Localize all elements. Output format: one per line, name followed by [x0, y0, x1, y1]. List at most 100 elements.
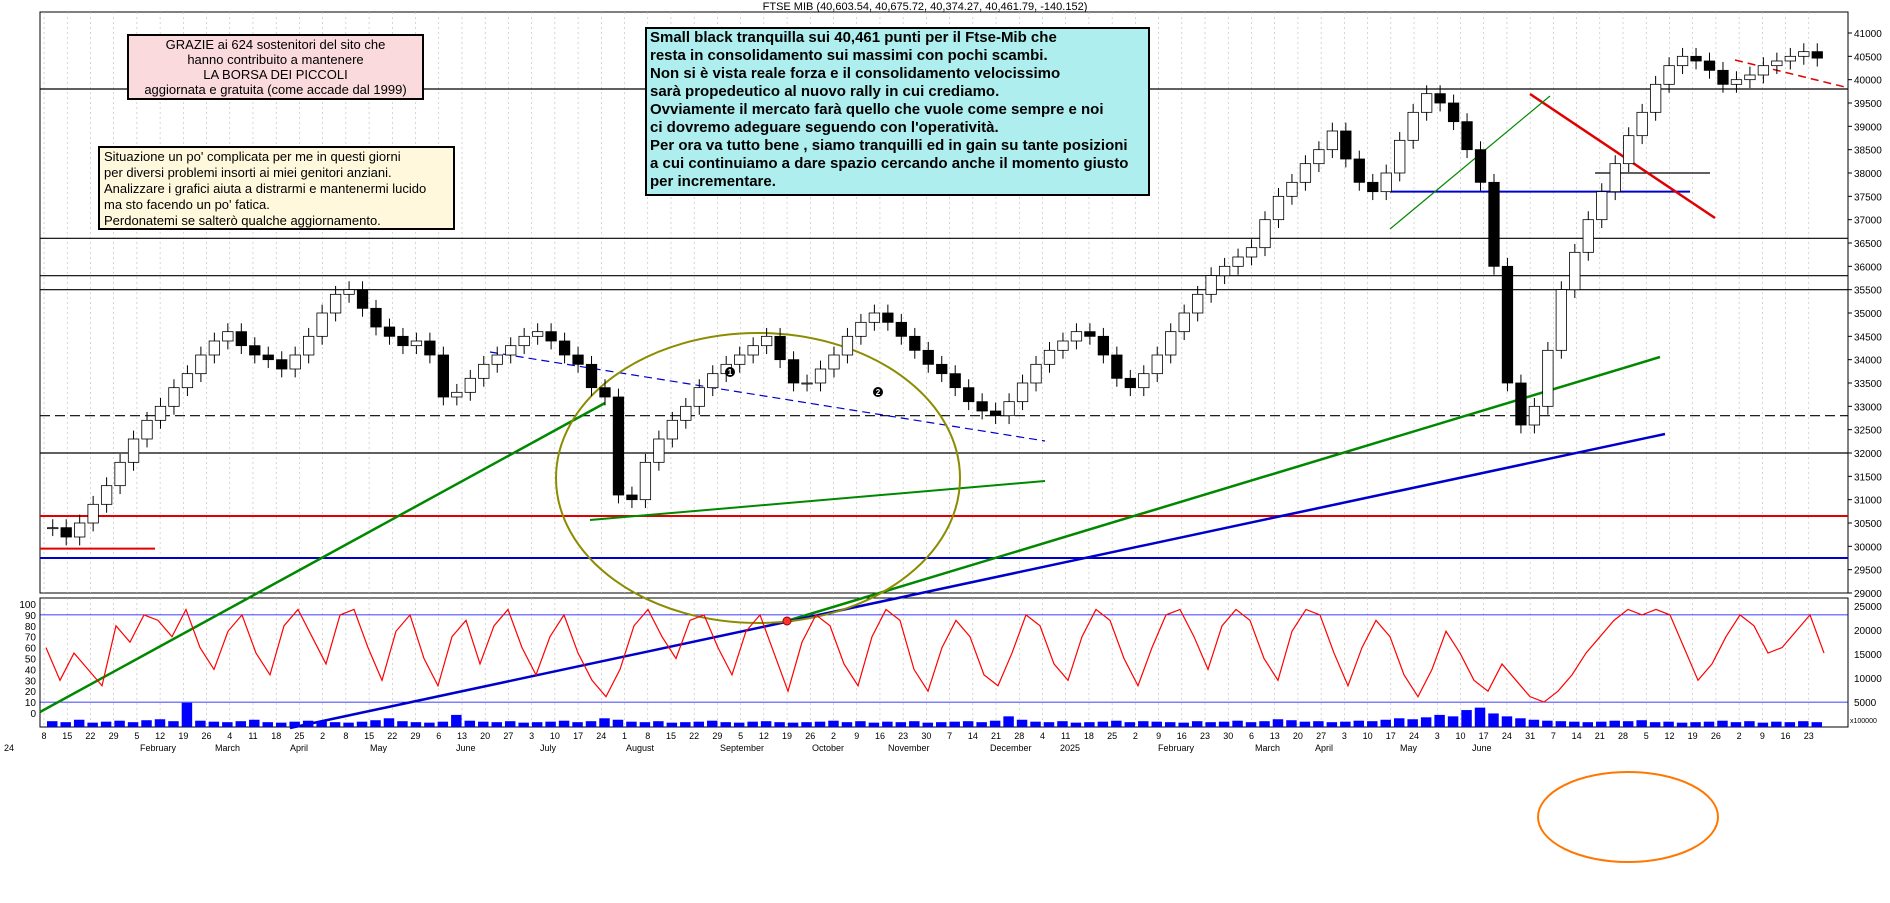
volume-ellipse	[1537, 771, 1719, 863]
day-label: 23	[1200, 731, 1210, 741]
month-label: March	[1255, 743, 1280, 753]
volume-tick-label: 5000	[1854, 698, 1877, 709]
volume-bar	[599, 718, 610, 727]
day-label: 20	[1293, 731, 1303, 741]
candle-body	[1717, 69, 1729, 85]
volume-bar	[1326, 722, 1338, 727]
volume-bar	[1596, 721, 1607, 727]
candle-body	[1757, 65, 1770, 76]
pattern-marker	[725, 367, 735, 377]
red-dashed-top	[1734, 59, 1846, 88]
chart-title: FTSE MIB (40,603.54, 40,675.72, 40,374.2…	[762, 1, 1088, 13]
day-label: 5	[1644, 731, 1649, 741]
volume-bar	[383, 718, 395, 727]
candle-body	[774, 335, 786, 361]
oscillator-tick-label: 70	[25, 633, 37, 644]
green-base-line	[589, 480, 1046, 521]
candle-body	[1811, 51, 1823, 59]
volume-bar	[814, 721, 826, 727]
oscillator-tick-label: 100	[19, 600, 36, 611]
day-label: 30	[1223, 731, 1233, 741]
candle-body	[464, 377, 476, 393]
volume-bar	[1151, 721, 1162, 727]
volume-bar	[397, 721, 408, 727]
volume-bar	[1622, 721, 1634, 727]
volume-bar	[828, 720, 839, 727]
volume-bar	[1353, 720, 1365, 727]
day-label: 28	[1014, 731, 1024, 741]
day-label: 16	[1177, 731, 1187, 741]
volume-bar	[370, 720, 381, 727]
candle-body	[1596, 191, 1608, 221]
candle-body	[1676, 55, 1689, 67]
pattern-marker-label: 1	[728, 368, 733, 377]
month-label: May	[370, 743, 388, 753]
candle-body	[963, 387, 975, 403]
volume-bar	[518, 722, 529, 727]
candle-body	[1609, 163, 1621, 193]
day-label: 21	[991, 731, 1001, 741]
candle-body	[383, 326, 396, 337]
volume-bar	[922, 722, 933, 727]
volume-bar	[262, 722, 273, 727]
day-label: 17	[573, 731, 583, 741]
candle-body	[1218, 265, 1231, 277]
volume-bar	[733, 722, 745, 727]
candle-body	[329, 293, 342, 314]
oscillator-tick-label: 10	[25, 698, 37, 709]
candle-body	[989, 410, 1002, 417]
candle-body	[1326, 130, 1338, 151]
candle-body	[976, 401, 988, 412]
candle-body	[437, 354, 449, 398]
volume-bar	[1178, 722, 1189, 727]
day-label: 19	[1688, 731, 1698, 741]
day-label: 11	[1061, 731, 1070, 741]
month-label: April	[1315, 743, 1333, 753]
day-label: 3	[529, 731, 534, 741]
candle-body	[249, 345, 261, 356]
month-label: June	[1472, 743, 1492, 753]
volume-bar	[504, 721, 516, 727]
candle-body	[1582, 219, 1594, 253]
day-label: 23	[1804, 731, 1814, 741]
volume-bar	[491, 722, 502, 727]
price-tick-label: 35500	[1854, 286, 1882, 297]
volume-bar	[1528, 719, 1540, 727]
volume-scale-note: x100000	[1850, 718, 1877, 725]
day-label: 27	[1316, 731, 1326, 741]
volume-bar	[343, 722, 354, 727]
candle-body	[100, 485, 113, 505]
day-label: 23	[898, 731, 908, 741]
candle-body	[1394, 139, 1406, 174]
day-label: 2	[320, 731, 325, 741]
volume-bar	[141, 720, 152, 727]
volume-bar	[1434, 714, 1445, 727]
volume-bar	[531, 722, 543, 727]
volume-bar	[707, 720, 718, 727]
volume-bar	[760, 721, 772, 727]
volume-bar	[464, 720, 476, 727]
volume-bar	[410, 722, 422, 727]
oscillator-tick-label: 60	[25, 644, 37, 655]
day-label: 18	[271, 731, 281, 741]
day-label: 15	[666, 731, 676, 741]
month-label: 2025	[1060, 743, 1080, 753]
day-label: 13	[457, 731, 467, 741]
day-label: 26	[202, 731, 212, 741]
thanks-note: GRAZIE ai 624 sostenitori del sito che h…	[127, 34, 424, 100]
day-label: 12	[759, 731, 769, 741]
candle-body	[1649, 83, 1662, 113]
volume-bar	[114, 720, 125, 727]
candle-body	[505, 345, 517, 356]
volume-bar	[1232, 720, 1243, 727]
candle-body	[747, 345, 759, 356]
day-label: 5	[738, 731, 743, 741]
volume-bar	[1393, 718, 1405, 727]
volume-bar	[1542, 720, 1553, 727]
price-tick-label: 32500	[1854, 426, 1882, 437]
candle-body	[1057, 340, 1069, 351]
volume-tick-label: 15000	[1854, 650, 1882, 661]
volume-bar	[1555, 721, 1567, 727]
volume-bar	[275, 722, 287, 727]
candle-body	[74, 522, 86, 538]
